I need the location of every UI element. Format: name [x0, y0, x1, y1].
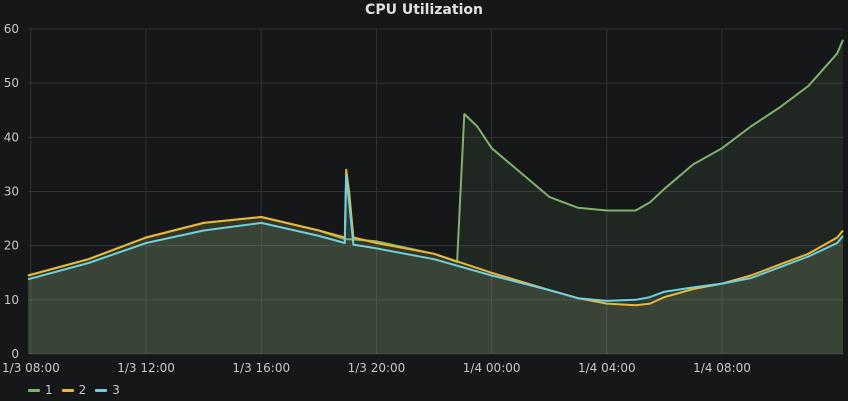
legend-label: 2 [78, 383, 87, 397]
legend-swatch [95, 388, 108, 392]
legend: 1 2 3 [28, 381, 129, 399]
legend-label: 3 [112, 383, 120, 397]
legend-swatch [28, 388, 40, 392]
x-tick-label: 1/3 16:00 [232, 361, 290, 375]
chart-title: CPU Utilization [365, 2, 483, 18]
y-tick-label: 0 [11, 347, 19, 361]
x-tick-label: 1/3 12:00 [117, 361, 175, 375]
series-3-area [28, 175, 843, 354]
legend-item-1[interactable]: 1 [28, 383, 53, 397]
legend-label: 1 [45, 383, 53, 397]
line-chart[interactable]: 0 10 20 30 40 50 60 1/3 08:00 1/3 12:00 1/3 16:00… [0, 0, 848, 380]
y-tick-label: 20 [4, 239, 19, 253]
series-2-area [28, 169, 843, 354]
y-tick-label: 40 [4, 130, 19, 144]
x-tick-label: 1/3 20:00 [348, 361, 406, 375]
series-2-line [27, 168, 844, 307]
legend-swatch [61, 388, 74, 392]
legend-item-2[interactable]: 2 [61, 383, 87, 397]
y-tick-label: 30 [4, 185, 19, 199]
y-tick-label: 50 [4, 76, 19, 90]
x-tick-label: 1/4 04:00 [578, 361, 636, 375]
series-1-area [28, 39, 843, 355]
y-tick-label: 60 [4, 22, 19, 36]
series-3-line [27, 174, 844, 302]
legend-item-3[interactable]: 3 [95, 383, 120, 397]
x-tick-label: 1/4 00:00 [463, 361, 521, 375]
x-tick-label: 1/3 08:00 [2, 361, 60, 375]
y-tick-label: 10 [4, 293, 19, 307]
x-tick-label: 1/4 08:00 [693, 361, 751, 375]
